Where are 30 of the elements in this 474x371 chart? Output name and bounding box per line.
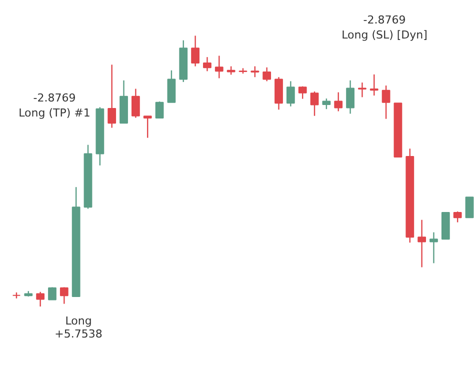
candlestick <box>298 86 307 100</box>
candlestick <box>191 35 200 67</box>
text: Long +5.7538 <box>54 314 102 340</box>
candlestick <box>143 116 152 138</box>
candlestick <box>286 80 295 107</box>
candlestick <box>36 291 45 308</box>
candlestick <box>108 64 116 128</box>
candlestick <box>346 80 354 114</box>
candlestick <box>274 76 283 110</box>
candlestick <box>214 55 224 79</box>
candlestick <box>60 286 68 304</box>
candlestick <box>430 232 438 264</box>
candlestick <box>465 196 474 218</box>
candlestick <box>382 84 390 120</box>
candlestick <box>167 70 176 103</box>
candlestick <box>358 82 366 98</box>
candlestick <box>334 92 343 112</box>
candlestick <box>418 219 426 268</box>
candlestick <box>48 286 56 300</box>
candlestick <box>203 56 212 72</box>
candlestick <box>322 98 331 110</box>
candlestick <box>250 66 260 78</box>
candlestick <box>453 210 462 223</box>
annotation: -2.8769 Long (SL) [Dyn] <box>342 14 428 42</box>
candlestick <box>370 74 378 96</box>
annotation: -2.8769 Long (TP) #1 <box>18 92 90 120</box>
candlestick <box>155 100 164 119</box>
candlestick <box>310 90 319 116</box>
candlestick <box>262 66 272 82</box>
candlestick <box>131 88 140 118</box>
